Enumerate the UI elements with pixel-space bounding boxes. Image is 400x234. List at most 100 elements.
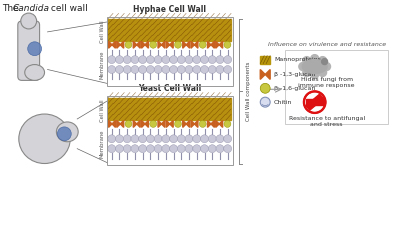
- Text: Membrane: Membrane: [100, 50, 105, 79]
- Circle shape: [224, 66, 232, 73]
- Circle shape: [177, 56, 185, 64]
- Circle shape: [260, 83, 270, 93]
- Circle shape: [319, 57, 326, 65]
- Circle shape: [170, 135, 178, 143]
- Circle shape: [123, 56, 131, 64]
- Bar: [204, 19, 208, 41]
- Polygon shape: [142, 41, 148, 48]
- Bar: [153, 98, 158, 120]
- Circle shape: [150, 121, 157, 127]
- Bar: [158, 19, 164, 41]
- Circle shape: [116, 56, 124, 64]
- Circle shape: [200, 145, 208, 153]
- Text: Cell Wall: Cell Wall: [100, 21, 105, 43]
- Bar: [130, 19, 136, 41]
- Polygon shape: [260, 69, 270, 79]
- Bar: [186, 19, 192, 41]
- Circle shape: [185, 145, 193, 153]
- Text: Resistance to antifungal
and stress: Resistance to antifungal and stress: [288, 116, 365, 127]
- Circle shape: [162, 145, 170, 153]
- Circle shape: [154, 145, 162, 153]
- Text: Cell Wall: Cell Wall: [100, 100, 105, 122]
- Polygon shape: [142, 121, 148, 127]
- Circle shape: [57, 127, 71, 141]
- Circle shape: [208, 56, 216, 64]
- Bar: [209, 19, 214, 41]
- Bar: [220, 19, 226, 41]
- Circle shape: [193, 56, 201, 64]
- Circle shape: [146, 66, 154, 73]
- Circle shape: [260, 97, 270, 107]
- Bar: [306, 99, 324, 105]
- Circle shape: [322, 58, 328, 65]
- Circle shape: [311, 55, 319, 62]
- Circle shape: [162, 56, 170, 64]
- Circle shape: [154, 56, 162, 64]
- Circle shape: [311, 70, 319, 78]
- Circle shape: [306, 93, 324, 111]
- Circle shape: [108, 135, 116, 143]
- Bar: [192, 98, 197, 120]
- Bar: [125, 19, 130, 41]
- Circle shape: [139, 66, 147, 73]
- Circle shape: [216, 135, 224, 143]
- Circle shape: [146, 135, 154, 143]
- Circle shape: [193, 145, 201, 153]
- Circle shape: [154, 135, 162, 143]
- Ellipse shape: [19, 114, 70, 164]
- Circle shape: [216, 66, 224, 73]
- Polygon shape: [183, 41, 190, 48]
- Bar: [164, 19, 169, 41]
- Bar: [181, 98, 186, 120]
- Circle shape: [116, 135, 124, 143]
- Circle shape: [185, 66, 193, 73]
- Bar: [209, 98, 214, 120]
- Circle shape: [185, 135, 193, 143]
- Polygon shape: [158, 121, 165, 127]
- Text: Cell Wall components: Cell Wall components: [246, 62, 251, 121]
- Text: Membrane: Membrane: [100, 129, 105, 158]
- Circle shape: [131, 145, 139, 153]
- Bar: [108, 98, 113, 120]
- Bar: [170, 98, 175, 120]
- Circle shape: [116, 66, 124, 73]
- Text: Candida: Candida: [13, 4, 50, 13]
- Text: β -1,6-glucan: β -1,6-glucan: [274, 86, 316, 91]
- Text: Mannoproteins: Mannoproteins: [274, 57, 321, 62]
- Circle shape: [28, 42, 42, 56]
- Text: cell wall: cell wall: [48, 4, 87, 13]
- Circle shape: [199, 121, 206, 127]
- Polygon shape: [166, 41, 173, 48]
- Circle shape: [199, 41, 206, 48]
- Bar: [125, 98, 130, 120]
- Circle shape: [108, 56, 116, 64]
- Circle shape: [131, 56, 139, 64]
- Bar: [198, 19, 203, 41]
- Circle shape: [299, 62, 307, 70]
- Circle shape: [224, 135, 232, 143]
- Text: β -1,3-glucan: β -1,3-glucan: [274, 72, 316, 77]
- Circle shape: [208, 145, 216, 153]
- Polygon shape: [191, 121, 198, 127]
- Polygon shape: [108, 41, 116, 48]
- Bar: [136, 98, 141, 120]
- Ellipse shape: [56, 122, 78, 142]
- Circle shape: [208, 135, 216, 143]
- Circle shape: [200, 56, 208, 64]
- Bar: [192, 19, 197, 41]
- Circle shape: [123, 135, 131, 143]
- Circle shape: [193, 135, 201, 143]
- Bar: [119, 98, 124, 120]
- Bar: [108, 19, 113, 41]
- Polygon shape: [306, 94, 324, 110]
- Bar: [215, 98, 220, 120]
- Bar: [226, 19, 231, 41]
- Circle shape: [170, 56, 178, 64]
- Text: Influence on virulence and resistance: Influence on virulence and resistance: [268, 42, 386, 47]
- Bar: [204, 98, 208, 120]
- Polygon shape: [183, 121, 190, 127]
- Bar: [170, 19, 175, 41]
- Circle shape: [224, 41, 231, 48]
- Bar: [114, 19, 119, 41]
- Circle shape: [303, 57, 311, 65]
